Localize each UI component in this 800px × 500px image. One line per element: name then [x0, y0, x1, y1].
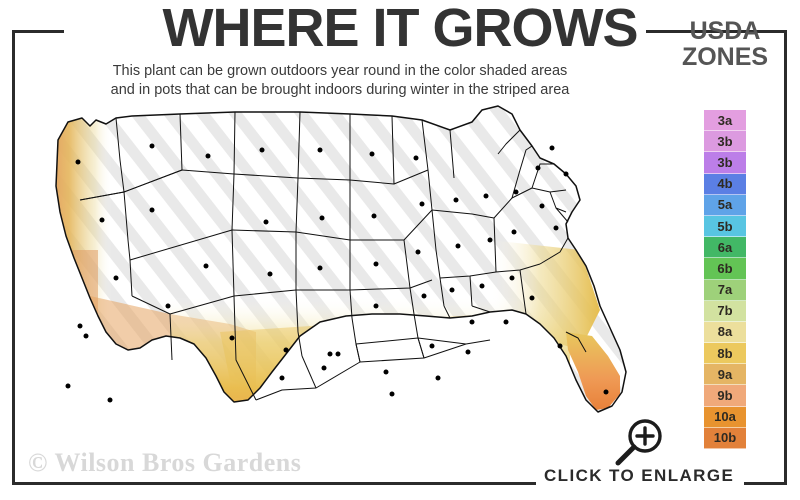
zone-label: 3b	[717, 154, 733, 170]
zone-cell-3b[interactable]: 3b	[704, 131, 746, 153]
zone-cell-5a[interactable]: 5a	[704, 194, 746, 216]
zone-label: 10b	[713, 430, 737, 446]
legend-title: USDA ZONES	[660, 18, 790, 70]
zone-label: 4b	[717, 176, 733, 192]
page-title: WHERE IT GROWS	[162, 0, 639, 58]
subtitle-line-1: This plant can be grown outdoors year ro…	[112, 63, 568, 79]
click-to-enlarge-label[interactable]: CLICK TO ENLARGE	[544, 466, 735, 485]
zone-cell-8b[interactable]: 8b	[704, 343, 746, 365]
capital-city-dots	[65, 143, 609, 403]
zone-label: 7a	[717, 282, 733, 298]
zone-cell-5b[interactable]: 5b	[704, 215, 746, 238]
zone-cell-10a[interactable]: 10a	[704, 406, 746, 428]
frame-border-top-left	[12, 30, 64, 33]
legend-title-line-2: ZONES	[681, 43, 769, 71]
zone-label: 7b	[717, 303, 733, 319]
zone-label: 3b	[717, 133, 733, 149]
usda-hardiness-map[interactable]	[20, 100, 680, 470]
frame-border-left	[12, 30, 15, 485]
zone-cell-4b[interactable]: 4b	[704, 173, 746, 195]
zone-cell-8a[interactable]: 8a	[704, 321, 746, 344]
zone-cell-6a[interactable]: 6a	[704, 237, 746, 259]
zone-label: 5a	[717, 197, 733, 213]
frame-border-right	[784, 30, 787, 485]
watermark-copyright: © Wilson Bros Gardens	[28, 448, 302, 477]
zone-cell-10b[interactable]: 10b	[704, 427, 746, 449]
zone-label: 3a	[717, 112, 733, 128]
state-boundaries	[55, 105, 627, 413]
frame-border-top-right	[646, 30, 787, 33]
zone-cell-7b[interactable]: 7b	[704, 300, 746, 322]
zone-label: 6a	[717, 239, 733, 255]
zone-label: 9a	[717, 366, 733, 382]
frame-border-bottom-right	[744, 482, 787, 485]
zone-cell-3b[interactable]: 3b	[704, 152, 746, 174]
zone-label: 10a	[714, 409, 736, 425]
subtitle-line-2: and in pots that can be brought indoors …	[110, 82, 570, 98]
page-subtitle: This plant can be grown outdoors year ro…	[40, 62, 640, 100]
zone-cell-9a[interactable]: 9a	[704, 364, 746, 386]
zone-label: 6b	[717, 260, 733, 276]
legend-title-line-1: USDA	[689, 17, 761, 45]
zone-label: 5b	[717, 218, 733, 234]
zone-cell-7a[interactable]: 7a	[704, 279, 746, 301]
frame-border-bottom-left	[12, 482, 536, 485]
zone-label: 8b	[717, 345, 733, 361]
zone-cell-6b[interactable]: 6b	[704, 258, 746, 280]
zone-label: 9b	[717, 388, 733, 404]
zone-cell-3a[interactable]: 3a	[704, 110, 746, 132]
zone-label: 8a	[717, 324, 733, 340]
magnifier-plus-icon[interactable]	[612, 418, 666, 468]
zone-cell-9b[interactable]: 9b	[704, 385, 746, 407]
map-svg	[55, 105, 627, 413]
usda-zone-legend[interactable]: 3a 3b 3b 4b 5a 5b 6a 6b 7a 7b 8a 8b 9a 9b 10a 10b	[704, 110, 746, 449]
